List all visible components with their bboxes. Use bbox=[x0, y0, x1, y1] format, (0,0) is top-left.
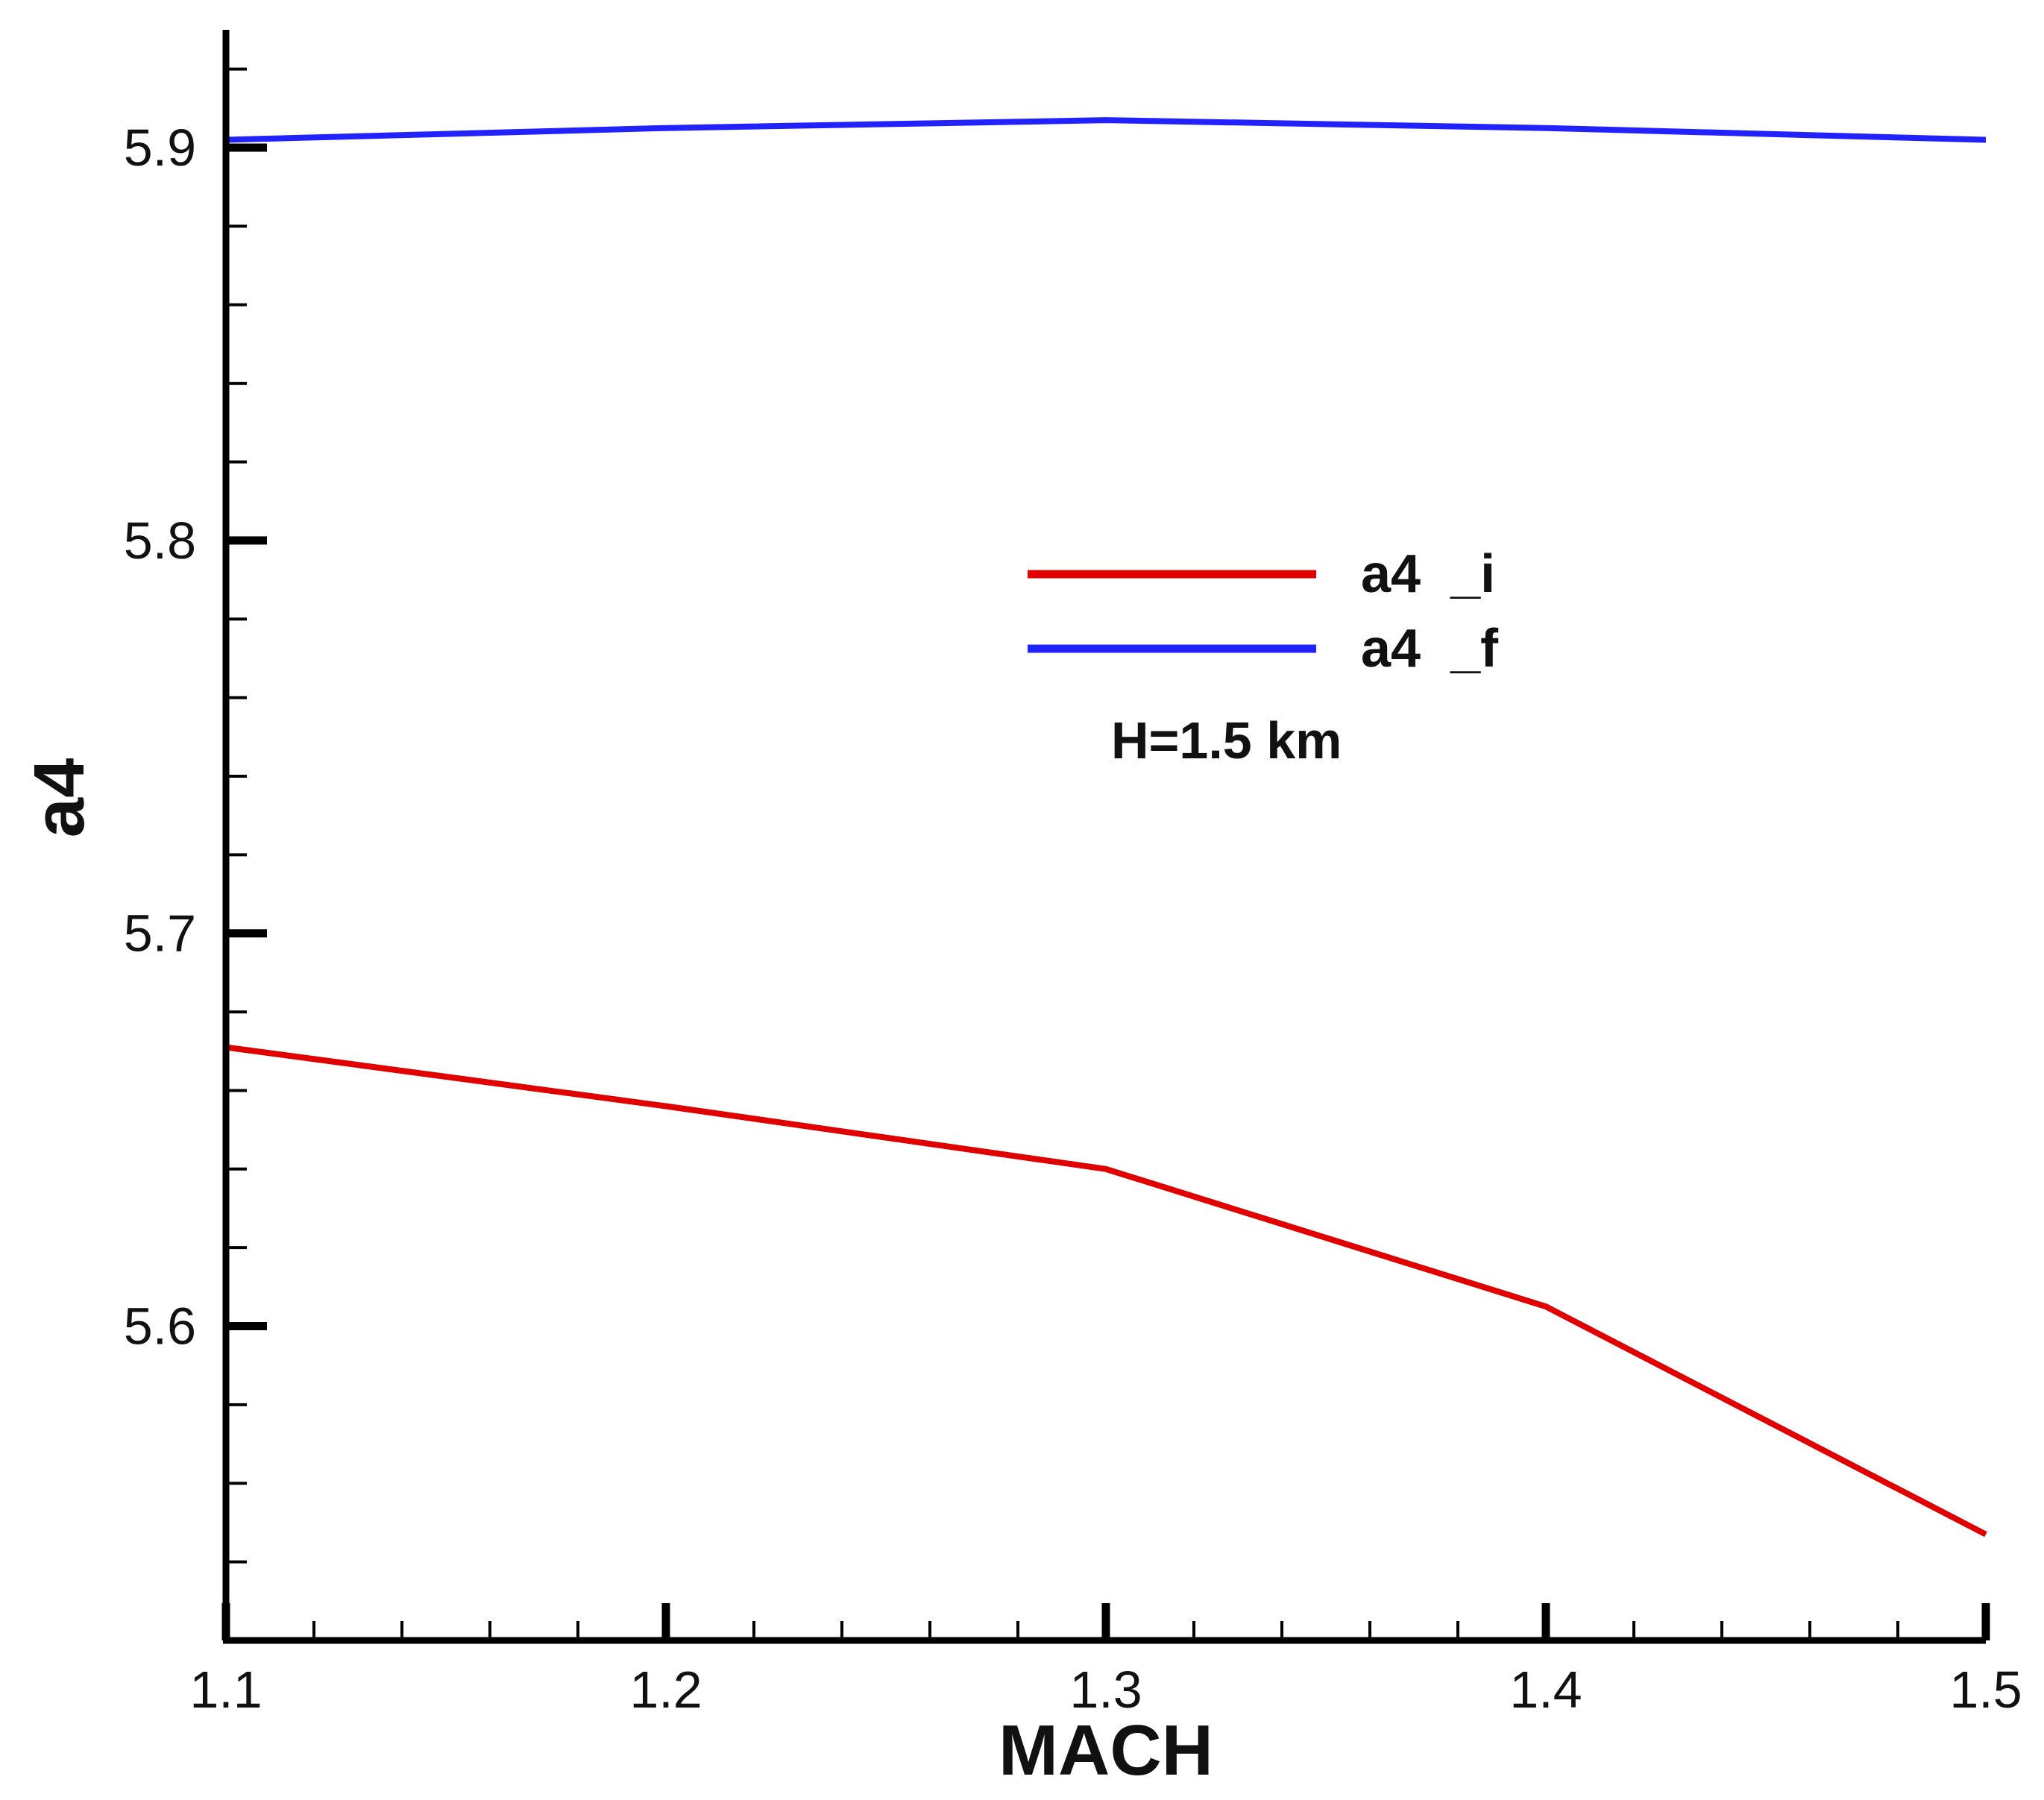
y-tick-label: 5.9 bbox=[124, 119, 196, 177]
x-tick-label: 1.4 bbox=[1509, 1661, 1582, 1719]
x-axis-title: MACH bbox=[999, 1711, 1213, 1790]
altitude-annotation: H=1.5 km bbox=[1111, 711, 1342, 770]
y-tick-label: 5.7 bbox=[124, 904, 196, 963]
series-line bbox=[225, 1044, 1987, 1538]
legend: a4 _i a4 _f bbox=[1028, 544, 1499, 679]
series-line bbox=[225, 117, 1987, 143]
x-tick-label: 1.5 bbox=[1949, 1661, 2022, 1719]
legend-label: a4 _i bbox=[1361, 544, 1495, 604]
x-tick-label: 1.3 bbox=[1069, 1661, 1142, 1719]
y-tick-label: 5.8 bbox=[124, 512, 196, 570]
x-tick-label: 1.2 bbox=[629, 1661, 702, 1719]
y-tick-label: 5.6 bbox=[124, 1297, 196, 1356]
x-tick-label: 1.1 bbox=[189, 1661, 262, 1719]
y-axis-title: a4 bbox=[19, 758, 99, 838]
legend-label: a4 _f bbox=[1361, 619, 1499, 679]
plot-area bbox=[225, 117, 1987, 1538]
axes: 1.1 1.2 1.3 1.4 1.5 5.6 5.7 5.8 5.9 bbox=[124, 30, 2022, 1719]
